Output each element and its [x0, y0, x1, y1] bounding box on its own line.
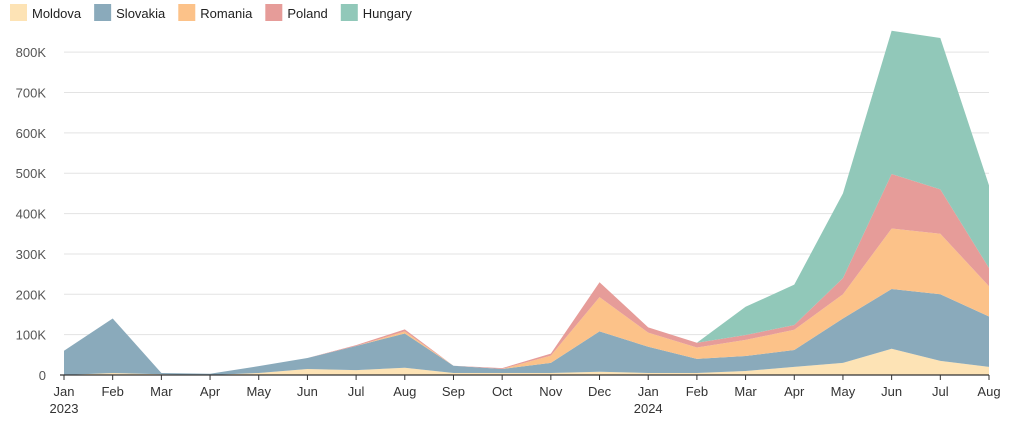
area-romania	[64, 228, 989, 374]
gridlines	[64, 51, 989, 336]
area-slovakia	[64, 289, 989, 375]
y-tick-label: 400K	[16, 207, 47, 222]
y-tick-label: 800K	[16, 45, 47, 60]
x-axis-ticks: Jan Feb Mar Apr May Jun Jul Aug Sep Oct Nov Dec Jan F…	[50, 375, 1001, 416]
x-tick-label: Jan	[638, 384, 659, 399]
legend-swatch-poland	[265, 4, 283, 21]
legend-swatch-moldova	[10, 4, 27, 21]
x-tick-label: Mar	[150, 384, 173, 399]
area-hungary	[64, 30, 989, 374]
x-year-label: 2023	[50, 401, 79, 416]
y-tick-label: 600K	[16, 126, 47, 141]
x-tick-label: Apr	[200, 384, 221, 399]
legend-swatch-slovakia	[94, 4, 112, 21]
x-tick-label: Dec	[588, 384, 612, 399]
legend-label-poland: Poland	[287, 6, 327, 21]
legend-swatch-romania	[178, 4, 196, 21]
x-tick-label: Jul	[932, 384, 949, 399]
x-tick-label: Feb	[686, 384, 708, 399]
legend-label-slovakia: Slovakia	[116, 6, 166, 21]
area-moldova	[64, 348, 989, 375]
y-tick-label: 700K	[16, 86, 47, 101]
legend: Moldova Slovakia Romania Poland Hungary	[10, 4, 412, 21]
x-tick-label: Feb	[101, 384, 123, 399]
x-tick-label: May	[831, 384, 856, 399]
legend-swatch-hungary	[340, 4, 358, 21]
x-tick-label: Apr	[784, 384, 805, 399]
x-tick-label: Sep	[442, 384, 465, 399]
y-tick-label: 500K	[16, 166, 47, 181]
x-tick-label: Oct	[492, 384, 513, 399]
series-areas	[64, 30, 989, 375]
y-tick-label: 100K	[16, 328, 47, 343]
x-tick-label: Jan	[54, 384, 75, 399]
y-tick-label: 200K	[16, 287, 47, 302]
x-tick-label: Mar	[734, 384, 757, 399]
x-tick-label: Aug	[393, 384, 416, 399]
y-axis-ticks: 0 100K 200K 300K 400K 500K 600K 700K 800K	[16, 45, 47, 383]
legend-label-moldova: Moldova	[32, 6, 82, 21]
y-tick-label: 0	[39, 368, 46, 383]
x-tick-label: Jul	[348, 384, 365, 399]
x-tick-label: Jun	[881, 384, 902, 399]
x-tick-label: Jun	[297, 384, 318, 399]
y-tick-label: 300K	[16, 247, 47, 262]
area-poland	[64, 174, 989, 374]
x-year-label: 2024	[634, 401, 663, 416]
x-tick-label: Nov	[539, 384, 563, 399]
x-tick-label: Aug	[977, 384, 1000, 399]
legend-label-hungary: Hungary	[363, 6, 413, 21]
x-tick-label: May	[246, 384, 271, 399]
legend-label-romania: Romania	[200, 6, 253, 21]
